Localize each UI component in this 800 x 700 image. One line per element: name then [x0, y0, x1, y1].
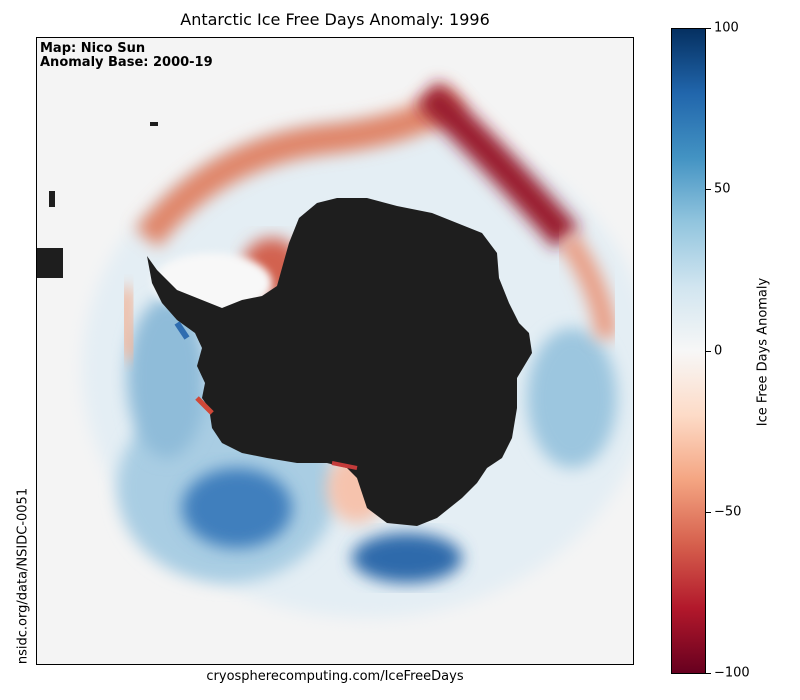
colorbar-tick-mark — [706, 512, 711, 513]
coastal-anomaly — [195, 396, 214, 415]
sea-ice-zone — [116, 286, 141, 361]
sea-ice-zone — [182, 468, 292, 548]
credit-author: Map: Nico Sun — [40, 41, 146, 56]
map-credit: Map: Nico Sun Anomaly Base: 2000-19 — [40, 42, 213, 70]
land-fragment — [49, 191, 55, 207]
footer-url: cryospherecomputing.com/IceFreeDays — [206, 669, 464, 684]
credit-base: Anomaly Base: 2000-19 — [40, 55, 213, 70]
colorbar-tick-label: 100 — [714, 20, 739, 36]
map-canvas — [37, 81, 633, 618]
coastal-anomaly-accents — [174, 321, 358, 470]
colorbar — [671, 28, 706, 674]
colorbar-tick-label: −50 — [714, 504, 742, 520]
data-source-label: nsidc.org/data/NSIDC-0051 — [15, 487, 31, 665]
sea-ice-zone — [557, 231, 618, 340]
colorbar-label: Ice Free Days Anomaly — [755, 277, 771, 427]
colorbar-tick-mark — [706, 673, 711, 674]
sea-ice-zone — [135, 85, 466, 248]
chart-title: Antarctic Ice Free Days Anomaly: 1996 — [180, 10, 490, 29]
sea-ice-zone — [416, 81, 579, 249]
colorbar-tick-label: 0 — [714, 343, 723, 359]
coastal-anomaly — [331, 461, 358, 470]
colorbar-tick-mark — [706, 28, 711, 29]
colorbar-tick-mark — [706, 351, 711, 352]
land-outside-ice — [37, 122, 158, 278]
colorbar-tick-mark — [706, 189, 711, 190]
antarctica-landmass — [147, 198, 532, 526]
colorbar-tick-label: 50 — [714, 181, 731, 197]
land-fragment — [150, 122, 158, 126]
sea-ice-zone — [352, 533, 462, 583]
coastal-anomaly — [174, 321, 190, 340]
land-fragment — [37, 248, 63, 278]
colorbar-tick-label: −100 — [714, 665, 750, 681]
sea-ice-zone — [527, 328, 617, 468]
antarctic-anomaly-map: Map: Nico Sun Anomaly Base: 2000-19 — [36, 37, 634, 665]
